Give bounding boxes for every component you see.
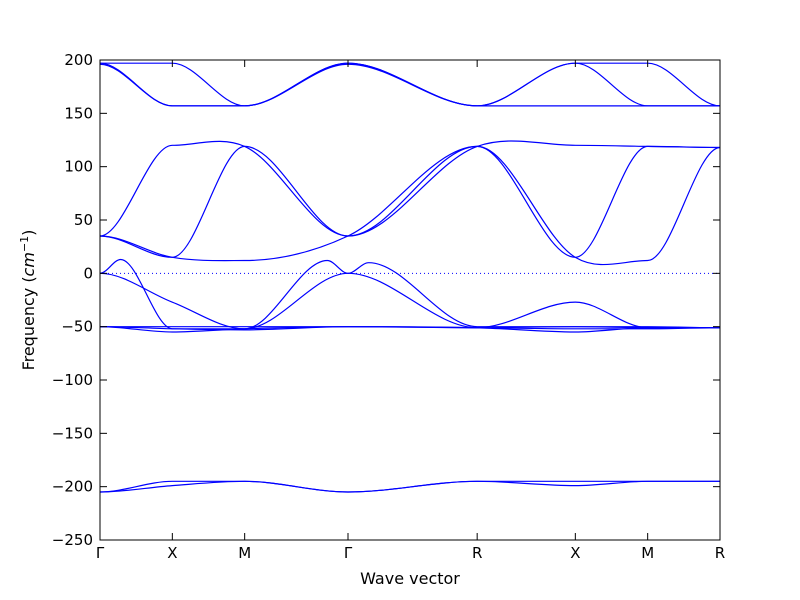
y-axis-unit: cm [19,252,38,276]
band-line-13 [100,480,720,493]
x-tick-label: X [167,544,177,562]
y-tick-label: −200 [52,478,93,496]
y-axis-title-text: Frequency [19,288,38,371]
x-tick-label: R [715,544,725,562]
band-line-6 [100,145,720,266]
y-tick-label: −250 [52,531,93,549]
y-tick-label: 100 [64,158,93,176]
band-line-2 [100,62,720,107]
band-line-8 [100,272,720,330]
x-tick-label: M [238,544,251,562]
y-tick-label: 200 [64,51,93,69]
band-line-3 [100,63,720,107]
x-tick-label: R [472,544,482,562]
plot-frame [99,59,721,541]
x-tick-label: M [641,544,654,562]
y-tick-label: −50 [61,318,93,336]
y-tick-label: 50 [74,211,93,229]
band-line-7 [100,258,720,330]
band-line-1 [100,62,720,107]
x-tick-label: X [570,544,580,562]
y-axis: 200 150 100 50 0 −50 −100 −150 −200 −250 [52,51,720,549]
y-axis-unit-exponent: −1 [18,236,31,252]
y-axis-title: Frequency (cm−1) [18,230,38,371]
y-tick-label: 0 [83,264,93,282]
band-lines [100,62,720,493]
y-tick-label: −100 [52,371,93,389]
x-tick-label: Γ [96,544,105,562]
band-line-11 [100,326,720,331]
band-line-5 [100,145,720,258]
y-tick-label: −150 [52,424,93,442]
band-line-4 [100,140,720,237]
y-tick-label: 150 [64,104,93,122]
x-axis-title: Wave vector [360,569,460,588]
x-tick-label: Γ [344,544,353,562]
